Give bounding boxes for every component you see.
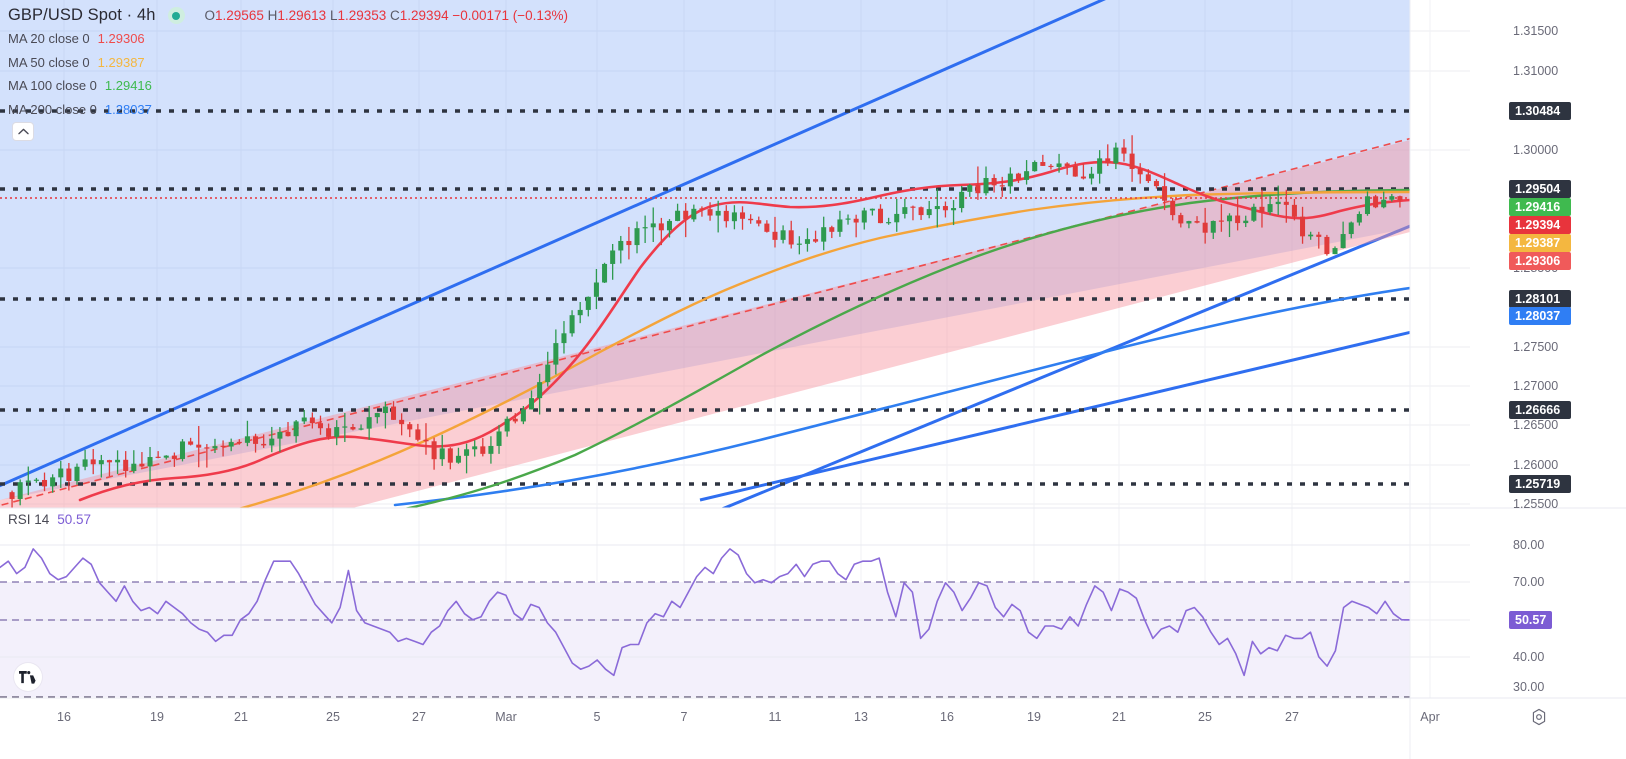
time-tick-16: Apr xyxy=(1420,710,1440,724)
price-tick-6: 1.27000 xyxy=(1513,379,1559,393)
price-tick-1: 1.31500 xyxy=(1513,24,1559,38)
time-tick-9: 11 xyxy=(768,710,782,724)
secondary-blue-trendline xyxy=(699,330,1410,502)
chart-settings-icon[interactable] xyxy=(1528,706,1550,728)
price-tag-ma20[interactable]: 1.29306 xyxy=(1509,252,1571,270)
price-tick-9: 1.25500 xyxy=(1513,497,1559,511)
blue-channel-fill xyxy=(0,0,1410,500)
blue-channel-upper-edge xyxy=(0,0,1106,488)
price-tag-ma50[interactable]: 1.29387 xyxy=(1509,234,1571,252)
price-tick-8: 1.26000 xyxy=(1513,458,1559,472)
time-tick-4: 25 xyxy=(326,710,340,724)
price-tick-5: 1.27500 xyxy=(1513,340,1559,354)
blue-channel-lower-edge xyxy=(720,224,1410,508)
time-tick-10: 13 xyxy=(854,710,868,724)
price-tick-2: 1.31000 xyxy=(1513,64,1559,78)
chevron-up-icon[interactable] xyxy=(12,122,34,141)
time-tick-8: 7 xyxy=(680,710,688,724)
time-tick-3: 21 xyxy=(234,710,248,724)
time-tick-15: 27 xyxy=(1285,710,1299,724)
price-tick-7: 1.26500 xyxy=(1513,418,1559,432)
time-tick-14: 25 xyxy=(1198,710,1212,724)
time-tick-13: 21 xyxy=(1112,710,1126,724)
rsi-value: 50.57 xyxy=(57,512,92,527)
price-tag-ma200[interactable]: 1.28037 xyxy=(1509,307,1571,325)
ma20-line xyxy=(78,160,1410,502)
time-tick-5: 27 xyxy=(412,710,426,724)
price-tag-lower[interactable]: 1.25719 xyxy=(1509,475,1571,493)
price-axis-ticks xyxy=(1410,30,1470,658)
price-tag-last-price[interactable]: 1.29394 xyxy=(1509,216,1571,234)
time-tick-2: 19 xyxy=(150,710,164,724)
price-gridlines xyxy=(0,30,1410,505)
time-tick-1: 16 xyxy=(57,710,71,724)
ma200-line xyxy=(393,286,1410,507)
time-tick-6: Mar xyxy=(495,710,517,724)
time-axis-background xyxy=(0,698,1626,759)
rsi-tick-70: 70.00 xyxy=(1513,575,1545,589)
tradingview-logo[interactable] xyxy=(14,663,42,691)
rsi-label: RSI 14 xyxy=(8,512,50,527)
price-pane-background xyxy=(0,0,1410,508)
red-channel-upper-edge xyxy=(0,137,1410,507)
price-tag-mid[interactable]: 1.28101 xyxy=(1509,290,1571,308)
rsi-tick-40: 40.00 xyxy=(1513,650,1545,664)
price-tag-upper[interactable]: 1.29504 xyxy=(1509,180,1571,198)
time-tick-12: 19 xyxy=(1027,710,1041,724)
rsi-legend[interactable]: RSI 14 50.57 xyxy=(8,512,91,527)
candlestick-series xyxy=(9,135,1403,508)
time-tick-7: 5 xyxy=(593,710,601,724)
rsi-subpane xyxy=(0,544,1410,698)
rsi-line xyxy=(0,548,1410,677)
rsi-tick-30: 30.00 xyxy=(1513,680,1545,694)
rsi-band-fill xyxy=(0,582,1410,697)
rsi-value-tag[interactable]: 50.57 xyxy=(1509,611,1553,629)
price-tick-3: 1.30000 xyxy=(1513,143,1559,157)
price-tag-ma100[interactable]: 1.29416 xyxy=(1509,198,1571,216)
rsi-tick-80: 80.00 xyxy=(1513,538,1545,552)
price-tag-resistance[interactable]: 1.30484 xyxy=(1509,102,1571,120)
price-tag-support[interactable]: 1.26666 xyxy=(1509,401,1571,419)
time-tick-11: 16 xyxy=(940,710,954,724)
